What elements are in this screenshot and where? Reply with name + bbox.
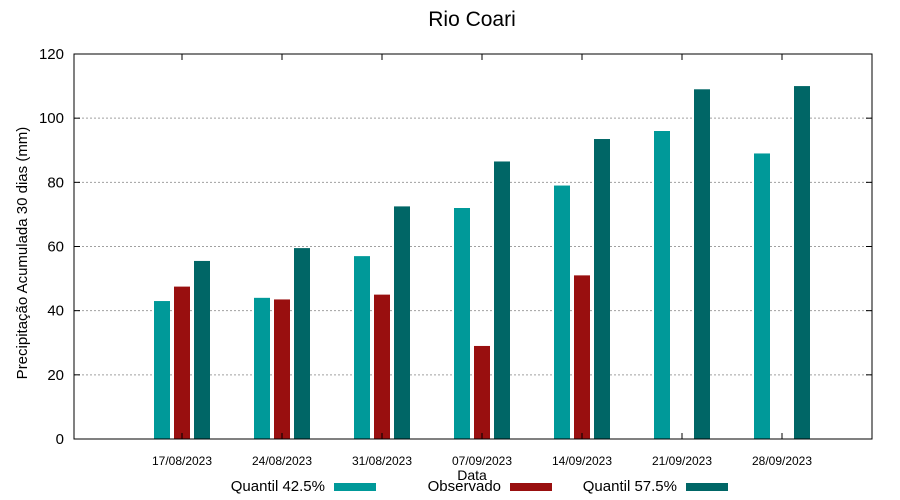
legend-label: Quantil 57.5%: [583, 478, 677, 495]
bar: [394, 206, 410, 439]
bar: [554, 185, 570, 439]
legend-swatch: [686, 483, 728, 491]
legend: Quantil 42.5% Observado Quantil 57.5%: [231, 478, 728, 495]
x-axis-label: Data: [457, 467, 487, 483]
bar: [354, 256, 370, 439]
bar: [594, 139, 610, 440]
bar: [154, 301, 170, 439]
bar: [494, 161, 510, 439]
x-tick-label: 21/09/2023: [652, 454, 712, 468]
chart-title: Rio Coari: [428, 8, 516, 31]
legend-label: Observado: [428, 478, 501, 495]
legend-swatch: [334, 483, 376, 491]
x-tick-label: 14/09/2023: [552, 454, 612, 468]
bar: [474, 345, 490, 439]
bar: [194, 260, 210, 439]
x-tick-label: 28/09/2023: [752, 454, 812, 468]
plot-frame: [73, 53, 873, 440]
bars: [154, 86, 810, 440]
bar: [654, 131, 670, 439]
legend-label: Quantil 42.5%: [231, 478, 325, 495]
bar: [274, 299, 290, 439]
x-tick-label: 17/08/2023: [152, 454, 212, 468]
y-tick-label: 60: [47, 239, 64, 256]
bar: [294, 248, 310, 439]
bar: [374, 294, 390, 439]
y-tick-label: 20: [47, 367, 64, 384]
bar: [574, 275, 590, 439]
x-tick-label: 31/08/2023: [352, 454, 412, 468]
y-tick-label: 0: [56, 431, 64, 448]
bar: [174, 286, 190, 439]
bar: [254, 297, 270, 439]
y-tick-label: 80: [47, 174, 64, 191]
bar: [754, 153, 770, 440]
y-axis-label: Precipitação Acumulada 30 dias (mm): [14, 127, 31, 380]
legend-swatch: [510, 483, 552, 491]
grid-lines: [74, 117, 872, 376]
bar: [794, 86, 810, 439]
bar: [454, 208, 470, 439]
y-tick-label: 120: [39, 46, 64, 63]
axis-ticks: 0 20 40 60 80 100 120 17/08/2023 24/08/2023 31/08…: [39, 46, 872, 468]
y-tick-label: 100: [39, 110, 64, 127]
x-tick-label: 07/09/2023: [452, 454, 512, 468]
bar: [694, 89, 710, 440]
x-tick-label: 24/08/2023: [252, 454, 312, 468]
y-tick-label: 40: [47, 303, 64, 320]
